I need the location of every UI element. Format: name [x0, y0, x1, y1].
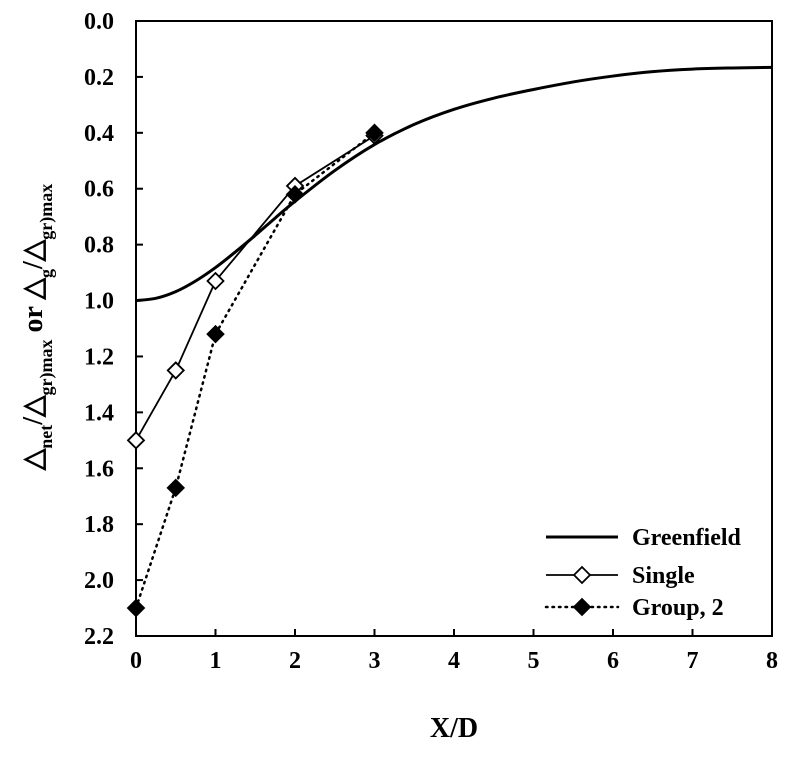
x-tick-label: 5 — [528, 648, 540, 674]
y-tick-label: 1.4 — [84, 400, 114, 426]
series-layer — [126, 65, 773, 618]
series-group-2 — [126, 123, 384, 618]
data-point — [166, 361, 186, 380]
legend-marker — [572, 565, 592, 585]
y-axis-title-part: or △ — [18, 277, 49, 340]
data-point — [285, 185, 305, 204]
data-point — [126, 431, 146, 450]
y-tick-label: 1.6 — [84, 456, 114, 482]
legend-label: Greenfield — [632, 525, 742, 551]
legend-marker — [572, 597, 592, 617]
y-tick-label: 1.8 — [84, 512, 114, 538]
y-tick-label: 0.0 — [84, 9, 114, 35]
y-tick-label: 2.2 — [84, 624, 114, 650]
y-tick-label: 1.0 — [84, 289, 114, 315]
y-tick-label: 0.6 — [84, 177, 114, 203]
data-point — [365, 123, 384, 143]
x-tick-label: 7 — [687, 648, 699, 674]
x-tick-label: 8 — [766, 648, 778, 674]
data-point — [206, 324, 225, 344]
data-point — [166, 478, 186, 498]
y-tick-label: 0.4 — [84, 121, 114, 147]
y-axis-title-part: △ — [18, 447, 49, 471]
series-single — [126, 126, 384, 450]
axes: 0 1 2 3 4 5 6 7 8 0.0 0.2 0.4 0.6 0.8 1.0 1.2 1.4 1.6 1.8 2… — [84, 9, 778, 674]
x-tick-label: 2 — [289, 648, 301, 674]
x-tick-label: 4 — [448, 648, 460, 674]
legend-label: Group, 2 — [632, 595, 724, 621]
x-tick-label: 3 — [369, 648, 381, 674]
y-axis-title: △net/△gr)max or △g/△gr)max — [18, 184, 57, 472]
y-tick-label: 0.8 — [84, 233, 114, 259]
legend-label: Single — [632, 563, 695, 589]
data-point — [126, 598, 146, 618]
y-axis-title-subscript: gr)max — [36, 184, 57, 240]
y-axis-title-subscript: gr)max — [36, 339, 57, 395]
series-line — [135, 134, 375, 441]
y-tick-label: 1.2 — [84, 344, 114, 370]
x-tick-label: 6 — [607, 648, 619, 674]
x-tick-label: 1 — [210, 648, 222, 674]
y-tick-label: 0.2 — [84, 65, 114, 91]
series-greenfield — [135, 65, 773, 303]
x-axis-title: X/D — [430, 713, 478, 744]
legend-item: Greenfield — [546, 525, 742, 551]
y-axis-title-subscript: net — [36, 425, 56, 449]
legend: Greenfield Single Group, 2 — [544, 525, 742, 621]
legend-item: Single — [546, 563, 695, 589]
series-line — [135, 65, 773, 303]
x-tick-label: 0 — [130, 648, 142, 674]
legend-item: Group, 2 — [544, 595, 724, 621]
data-point — [206, 271, 225, 291]
y-axis-title-part: /△ — [18, 394, 49, 426]
y-axis-title-subscript: g — [36, 269, 56, 278]
y-axis-title-part: /△ — [18, 238, 49, 270]
y-tick-label: 2.0 — [84, 568, 114, 594]
